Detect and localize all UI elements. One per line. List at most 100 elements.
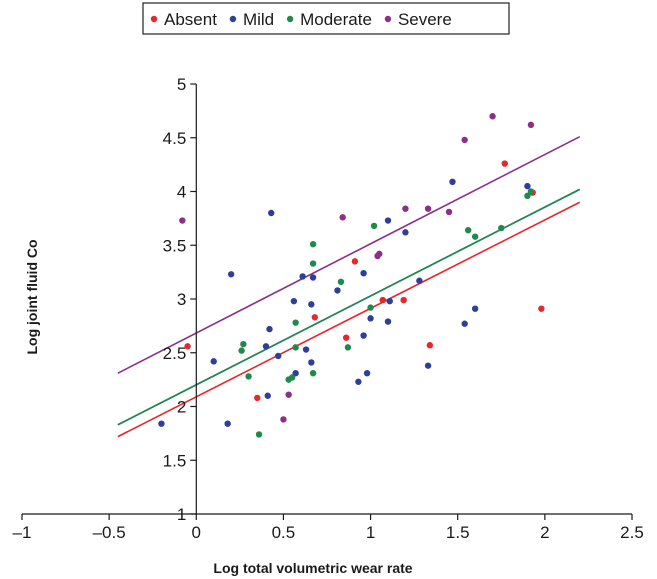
data-point-absent (501, 160, 508, 167)
data-point-moderate (367, 304, 374, 311)
data-point-moderate (245, 373, 252, 380)
x-tick-label: 2.5 (620, 523, 644, 542)
data-point-mild (471, 305, 479, 312)
y-tick-label: 1 (177, 505, 186, 524)
data-point-mild (308, 301, 315, 308)
data-point-severe (527, 121, 535, 129)
trend-line-moderate (117, 188, 581, 426)
y-tick-label: 3 (177, 290, 186, 309)
data-point-moderate (464, 227, 472, 234)
data-point-mild (262, 343, 270, 350)
data-point-severe (489, 113, 496, 120)
data-point-mild (363, 369, 371, 377)
legend-box (142, 2, 510, 35)
data-point-mild (360, 270, 367, 277)
y-tick-label: 1.5 (163, 451, 187, 470)
trend-line-absent (117, 201, 581, 438)
data-point-moderate (288, 374, 296, 381)
data-point-moderate (309, 369, 317, 377)
legend-label-mild: Mild (243, 10, 274, 29)
data-point-mild (367, 315, 374, 322)
data-point-mild (308, 359, 315, 366)
data-point-mild (264, 392, 271, 399)
legend-label-severe: Severe (398, 10, 452, 29)
legend-label-moderate: Moderate (300, 10, 372, 29)
data-point-absent (379, 296, 386, 304)
data-point-mild (334, 287, 341, 294)
data-point-moderate (309, 260, 317, 267)
data-point-moderate (471, 233, 479, 240)
data-point-moderate (238, 347, 245, 354)
data-point-mild (424, 362, 432, 369)
data-point-mild (461, 320, 468, 327)
data-point-mild (275, 352, 282, 360)
data-point-mild (355, 378, 362, 385)
data-point-mild (416, 277, 423, 284)
legend-marker-absent (150, 15, 158, 23)
data-point-mild (386, 297, 393, 305)
data-point-moderate (255, 431, 263, 438)
data-point-moderate (527, 188, 535, 195)
data-point-severe (445, 208, 453, 216)
x-axis-label: Log total volumetric wear rate (213, 560, 412, 576)
x-tick-label: –0.5 (93, 523, 126, 542)
y-tick-label: 3.5 (163, 236, 187, 255)
legend-marker-moderate (286, 15, 294, 23)
data-point-severe (339, 214, 346, 221)
data-point-mild (292, 369, 299, 377)
data-point-severe (280, 416, 287, 423)
data-point-severe (376, 250, 383, 258)
data-point-mild (309, 274, 317, 281)
x-tick-label: 1 (366, 523, 375, 542)
data-point-moderate (370, 222, 378, 230)
data-point-severe (461, 136, 468, 144)
x-tick-label: 0 (192, 523, 201, 542)
y-tick-label: 5 (177, 75, 186, 94)
data-point-moderate (344, 344, 352, 351)
data-point-moderate (309, 240, 317, 248)
data-point-mild (384, 318, 392, 325)
data-point-absent (400, 296, 407, 304)
x-tick-label: 0.5 (272, 523, 296, 542)
data-point-mild (299, 273, 306, 280)
y-tick-label: 4.5 (163, 129, 187, 148)
y-tick-label: 4 (177, 183, 186, 202)
data-point-moderate (337, 278, 345, 285)
x-tick-label: 1.5 (446, 523, 470, 542)
data-point-moderate (292, 319, 299, 326)
legend-marker-mild (229, 15, 237, 23)
data-point-absent (538, 305, 545, 312)
y-axis-label: Log joint fluid Co (24, 239, 40, 354)
data-point-mild (449, 178, 456, 186)
data-point-severe (402, 205, 409, 212)
data-point-severe (424, 205, 432, 212)
legend: Absent Mild Moderate Severe (142, 2, 510, 35)
data-point-mild (210, 358, 217, 365)
data-point-absent (311, 314, 318, 321)
data-point-mild (227, 271, 235, 278)
data-point-mild (360, 332, 367, 339)
trend-line-severe (117, 135, 581, 374)
x-tick-label: 2 (540, 523, 549, 542)
data-point-mild (402, 229, 409, 236)
data-point-mild (384, 217, 392, 224)
data-point-moderate (240, 340, 247, 348)
data-point-severe (285, 391, 292, 398)
y-tick-label: 2.5 (163, 344, 187, 363)
data-point-absent (184, 343, 191, 350)
data-point-moderate (498, 224, 505, 232)
data-point-mild (524, 182, 531, 190)
data-point-mild (158, 420, 165, 427)
data-point-absent (426, 342, 434, 349)
data-points (158, 113, 545, 438)
data-point-mild (268, 209, 275, 217)
axes: –1 –0.5 0 0.5 1 1.5 2 2.5 1 1.5 2 2.5 3 3.5 4 4.5 5 (13, 75, 644, 542)
data-point-absent (342, 334, 350, 341)
data-point-moderate (524, 192, 531, 199)
data-point-mild (266, 325, 273, 333)
data-point-mild (224, 420, 231, 427)
legend-label-absent: Absent (164, 10, 217, 29)
data-point-moderate (292, 344, 299, 351)
legend-marker-severe (384, 15, 392, 23)
